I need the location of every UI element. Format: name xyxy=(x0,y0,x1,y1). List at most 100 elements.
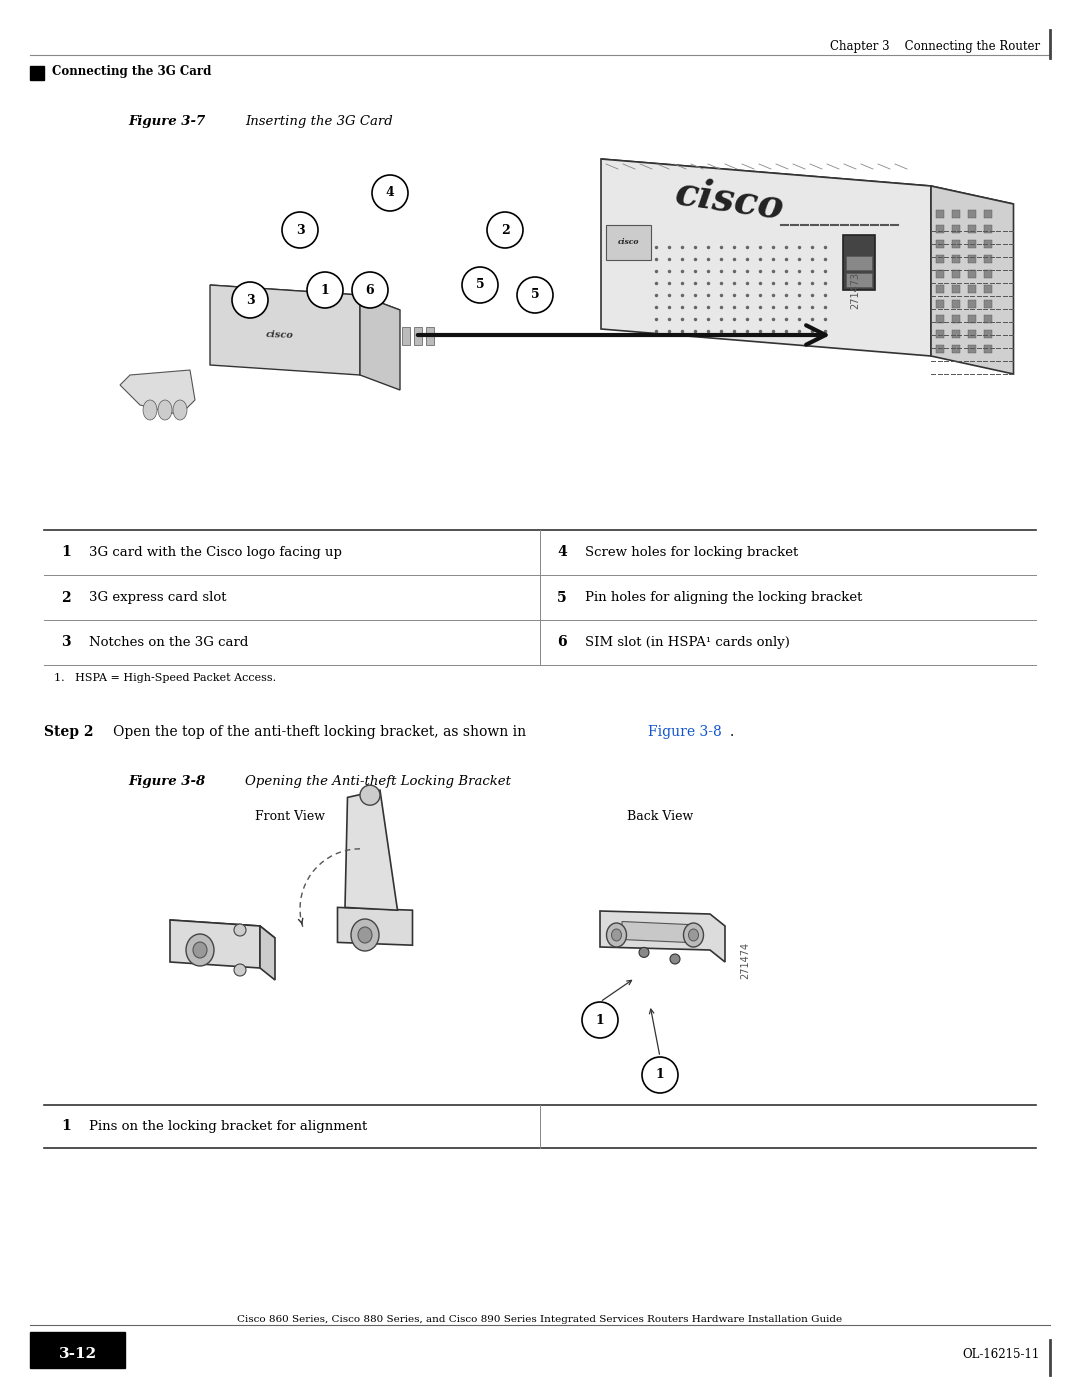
Circle shape xyxy=(352,272,388,307)
Text: 4: 4 xyxy=(557,545,567,560)
Circle shape xyxy=(582,1002,618,1038)
Circle shape xyxy=(282,212,318,249)
Polygon shape xyxy=(210,285,360,374)
Text: 2: 2 xyxy=(62,591,71,605)
Text: 3: 3 xyxy=(296,224,305,236)
Text: .: . xyxy=(730,725,734,739)
Ellipse shape xyxy=(186,935,214,965)
Bar xyxy=(951,285,960,292)
Text: cisco: cisco xyxy=(266,330,294,339)
Ellipse shape xyxy=(351,919,379,951)
Bar xyxy=(951,210,960,218)
Bar xyxy=(984,225,993,232)
Bar xyxy=(936,225,944,232)
Text: 1: 1 xyxy=(62,1119,71,1133)
Text: 4: 4 xyxy=(386,187,394,200)
Text: 2: 2 xyxy=(501,224,510,236)
Bar xyxy=(951,239,960,247)
Bar xyxy=(426,327,434,345)
Text: 1.   HSPA = High-Speed Packet Access.: 1. HSPA = High-Speed Packet Access. xyxy=(54,673,276,683)
Text: 5: 5 xyxy=(557,591,567,605)
Bar xyxy=(846,256,872,270)
Circle shape xyxy=(234,964,246,977)
Polygon shape xyxy=(622,922,688,943)
Bar xyxy=(936,345,944,352)
Bar xyxy=(846,272,872,286)
Circle shape xyxy=(360,785,380,805)
Text: cisco: cisco xyxy=(673,173,787,226)
Bar xyxy=(984,254,993,263)
Text: 6: 6 xyxy=(557,636,567,650)
Text: 1: 1 xyxy=(62,545,71,560)
Bar xyxy=(984,330,993,338)
Ellipse shape xyxy=(173,400,187,420)
Text: 6: 6 xyxy=(366,284,375,296)
Bar xyxy=(936,299,944,307)
Polygon shape xyxy=(260,926,275,981)
Polygon shape xyxy=(345,791,397,911)
Circle shape xyxy=(642,1058,678,1092)
Circle shape xyxy=(462,267,498,303)
Ellipse shape xyxy=(611,929,621,942)
Text: Inserting the 3G Card: Inserting the 3G Card xyxy=(245,115,393,129)
Bar xyxy=(30,66,44,80)
Bar xyxy=(968,299,976,307)
Text: OL-16215-11: OL-16215-11 xyxy=(962,1348,1040,1361)
Ellipse shape xyxy=(689,929,699,942)
Text: Opening the Anti-theft Locking Bracket: Opening the Anti-theft Locking Bracket xyxy=(245,775,511,788)
Ellipse shape xyxy=(357,928,372,943)
Bar xyxy=(936,270,944,278)
Text: Notches on the 3G card: Notches on the 3G card xyxy=(89,636,248,650)
Text: Figure 3-8: Figure 3-8 xyxy=(129,775,205,788)
Text: Back View: Back View xyxy=(626,810,693,823)
Bar xyxy=(606,225,651,260)
Bar xyxy=(968,210,976,218)
Bar xyxy=(951,254,960,263)
Circle shape xyxy=(487,212,523,249)
Bar xyxy=(968,225,976,232)
Text: Pins on the locking bracket for alignment: Pins on the locking bracket for alignmen… xyxy=(89,1120,367,1133)
Polygon shape xyxy=(600,159,1013,204)
Polygon shape xyxy=(600,911,725,963)
Text: 5: 5 xyxy=(530,289,539,302)
Bar xyxy=(843,235,875,291)
Text: 3-12: 3-12 xyxy=(59,1347,97,1361)
Ellipse shape xyxy=(143,400,157,420)
Bar xyxy=(936,285,944,292)
Bar xyxy=(951,270,960,278)
Bar xyxy=(984,345,993,352)
Text: 271473: 271473 xyxy=(850,271,860,309)
Polygon shape xyxy=(600,159,931,356)
Ellipse shape xyxy=(158,400,172,420)
Polygon shape xyxy=(170,921,260,968)
Bar xyxy=(968,270,976,278)
Polygon shape xyxy=(360,295,400,390)
Bar xyxy=(30,1331,125,1368)
Text: Figure 3-7: Figure 3-7 xyxy=(129,115,205,129)
Text: Open the top of the anti-theft locking bracket, as shown in: Open the top of the anti-theft locking b… xyxy=(100,725,530,739)
Bar xyxy=(951,330,960,338)
Text: Figure 3-8: Figure 3-8 xyxy=(648,725,721,739)
Bar xyxy=(936,254,944,263)
Bar xyxy=(984,210,993,218)
Bar xyxy=(968,254,976,263)
Bar xyxy=(968,345,976,352)
Ellipse shape xyxy=(607,923,626,947)
Text: SIM slot (in HSPA¹ cards only): SIM slot (in HSPA¹ cards only) xyxy=(585,636,789,650)
Bar xyxy=(951,225,960,232)
Polygon shape xyxy=(210,285,400,310)
Circle shape xyxy=(307,272,343,307)
Bar xyxy=(936,210,944,218)
Text: cisco: cisco xyxy=(618,237,638,246)
Bar xyxy=(984,285,993,292)
Bar xyxy=(414,327,422,345)
Text: 3: 3 xyxy=(62,636,71,650)
Ellipse shape xyxy=(193,942,207,958)
Bar xyxy=(951,314,960,323)
Bar xyxy=(936,314,944,323)
Text: Cisco 860 Series, Cisco 880 Series, and Cisco 890 Series Integrated Services Rou: Cisco 860 Series, Cisco 880 Series, and … xyxy=(238,1315,842,1324)
Polygon shape xyxy=(170,921,275,937)
Circle shape xyxy=(639,947,649,957)
Bar xyxy=(984,299,993,307)
Circle shape xyxy=(670,954,680,964)
